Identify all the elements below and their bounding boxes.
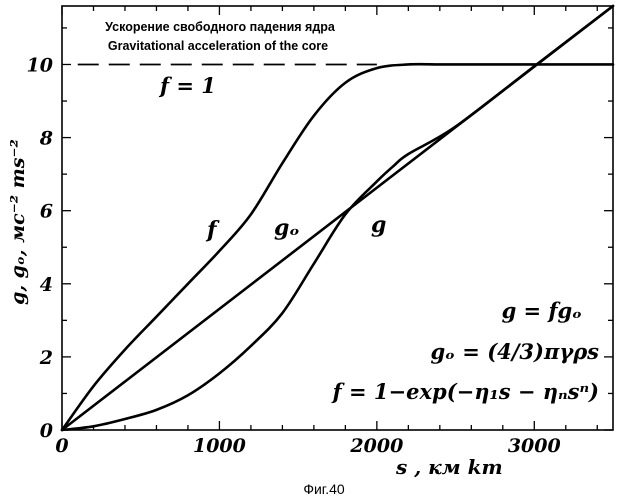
y-tick-label: 0 bbox=[40, 420, 53, 442]
formula-3: f = 1−exp(−η₁s − ηₙsⁿ) bbox=[331, 379, 599, 404]
x-tick-label: 3000 bbox=[508, 435, 561, 457]
x-tick-label: 2000 bbox=[349, 435, 403, 457]
y-tick-label: 10 bbox=[27, 54, 53, 76]
y-tick-label: 4 bbox=[40, 274, 53, 296]
curve-label-g0: gₒ bbox=[274, 215, 300, 241]
curve-f bbox=[62, 64, 613, 430]
chart-title-en: Gravitational acceleration of the core bbox=[108, 39, 328, 53]
curve-label-f: f bbox=[205, 217, 220, 243]
y-tick-label: 2 bbox=[39, 347, 53, 369]
formula-1: g = fgₒ bbox=[502, 298, 582, 323]
y-tick-label: 8 bbox=[39, 128, 53, 150]
x-axis-label: s , км km bbox=[395, 455, 503, 479]
y-axis-label: g, gₒ, мс⁻² ms⁻² bbox=[7, 139, 29, 305]
curve-label-g: g bbox=[371, 212, 386, 238]
series-layer bbox=[62, 6, 613, 430]
figure-caption: Фиг.40 bbox=[303, 481, 345, 497]
x-tick-label: 1000 bbox=[193, 435, 246, 457]
y-tick-label: 6 bbox=[40, 201, 53, 223]
x-tick-label: 0 bbox=[55, 435, 68, 457]
formula-2: gₒ = (4/3)πγρs bbox=[430, 339, 599, 364]
reference-line-label: f = 1 bbox=[158, 73, 216, 98]
chart-title-ru: Ускорение свободного падения ядра bbox=[105, 20, 336, 34]
